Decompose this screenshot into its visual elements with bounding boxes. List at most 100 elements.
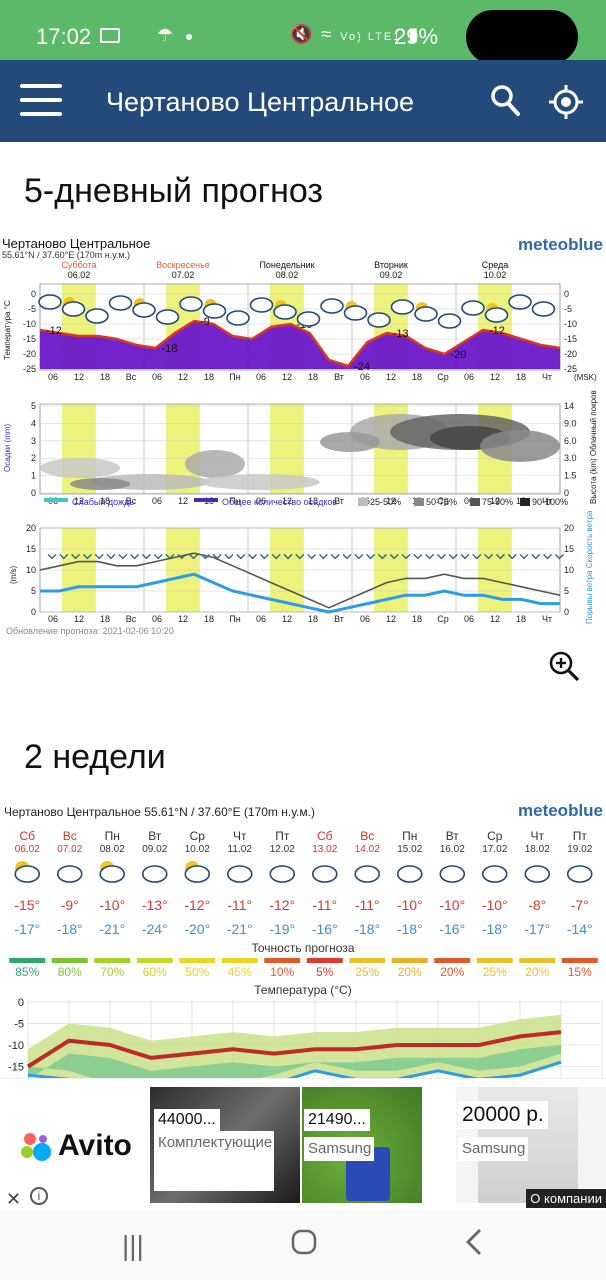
wind-tick-right: 15 (564, 544, 574, 554)
weather-icon (481, 865, 508, 883)
wind-direction-arrow (59, 553, 69, 560)
wind-tick: 5 (31, 586, 36, 596)
day-date: 18.02 (525, 844, 550, 855)
ad-item-2[interactable]: 21490... Samsung (302, 1087, 422, 1203)
wind-direction-arrow (377, 553, 387, 560)
temp-tick-right: -25 (564, 364, 577, 374)
ad-item-1[interactable]: Комплектующие 44000... (150, 1087, 300, 1203)
temp-value-label: -24 (354, 361, 370, 373)
legend-label: Общее количество осадков (222, 497, 337, 507)
wind-tick: 10 (26, 565, 36, 575)
legend-swatch (414, 498, 424, 506)
temperature-area (40, 321, 560, 369)
temp-tick: -20 (23, 349, 36, 359)
wind-direction-arrow (71, 553, 81, 560)
weather-icon (531, 301, 556, 317)
day-name: Чт (531, 829, 545, 843)
weather-icon (484, 303, 509, 323)
temp-tick-right: -5 (564, 304, 572, 314)
about-company-link[interactable]: О компании (526, 1189, 606, 1208)
day-name: Ср (190, 829, 206, 843)
day-date: 09.02 (142, 844, 167, 855)
home-button[interactable] (290, 1228, 318, 1263)
zoom-in-icon[interactable] (548, 650, 580, 682)
time-tick: 12 (386, 372, 396, 382)
time-tick: 06 (152, 372, 162, 382)
temp-tick: -25 (23, 364, 36, 374)
day-name: Среда (482, 260, 509, 270)
temp-value-label: -9 (200, 316, 210, 328)
time-tick: Вс (126, 496, 137, 506)
temp-value-label: -12 (46, 325, 62, 337)
time-tick: 06 (360, 614, 370, 624)
ad-banner[interactable]: Avito Комплектующие 44000... 21490... Sa… (0, 1078, 606, 1210)
weather-icon (390, 299, 415, 315)
avito-logo[interactable]: Avito (18, 1129, 132, 1163)
accuracy-bar (136, 958, 173, 963)
cloud-tick: 3.0 (564, 453, 577, 463)
day-date: 17.02 (482, 844, 507, 855)
time-tick: 06 (152, 614, 162, 624)
weather-icon (179, 296, 203, 312)
wind-direction-arrow (543, 553, 553, 560)
ad-info-icon[interactable]: i (30, 1187, 48, 1205)
accuracy-value: 60% (143, 965, 167, 979)
day-date: 10.02 (484, 270, 507, 280)
two-week-forecast-chart[interactable]: Чертаново Центральное 55.61°N / 37.60°E … (0, 800, 606, 1080)
status-bar: 17:02 ☂ 🔇 ≈ Vo) LTE1 ▮ 29% (0, 0, 606, 64)
temp-low: -19° (269, 921, 295, 937)
temp-tick-right: -10 (564, 319, 577, 329)
wind-direction-arrow (153, 553, 163, 560)
my-location-icon[interactable] (548, 84, 584, 120)
ad-item-subtitle: Samsung (304, 1137, 374, 1161)
day-date: 09.02 (380, 270, 403, 280)
recent-apps-button[interactable]: ||| (122, 1230, 144, 1261)
temp-high: -10° (99, 897, 125, 913)
wind-direction-arrow (189, 553, 199, 560)
meteogram-chart[interactable]: Чертаново Центральное 55.61°N / 37.60°E … (0, 232, 606, 642)
accuracy-value: 10% (270, 965, 294, 979)
day-name: Воскресенье (156, 260, 210, 270)
weather-icon (226, 865, 253, 883)
legend-label: 90-100% (532, 497, 568, 507)
weather-icon (249, 297, 274, 313)
temp-high: -12° (269, 897, 295, 913)
wind-direction-arrow (318, 553, 328, 560)
ad-item-price: 44000... (154, 1109, 220, 1131)
menu-icon[interactable] (20, 84, 62, 118)
accuracy-value: 80% (58, 965, 82, 979)
close-ad-icon[interactable]: ✕ (6, 1189, 22, 1209)
weather-icon (155, 309, 180, 325)
temperature-band-inner (28, 1045, 561, 1080)
wind-direction-arrow (472, 553, 482, 560)
search-icon[interactable] (490, 84, 522, 118)
temp-high: -9° (61, 897, 79, 913)
ad-item-3[interactable]: 20000 р. Samsung (456, 1087, 606, 1203)
time-tick: 12 (74, 614, 84, 624)
day-name: Ср (487, 829, 503, 843)
wind-direction-arrow (425, 553, 435, 560)
accuracy-value: 20% (525, 965, 549, 979)
day-name: Пт (573, 829, 588, 843)
legend-label: 25-50% (370, 497, 401, 507)
weather-icon (354, 865, 381, 883)
back-button[interactable] (462, 1226, 486, 1265)
day-name: Пт (275, 829, 290, 843)
temperature-low-line (27, 1060, 562, 1080)
time-tick: 06 (464, 372, 474, 382)
battery-level: 29% (394, 24, 439, 49)
